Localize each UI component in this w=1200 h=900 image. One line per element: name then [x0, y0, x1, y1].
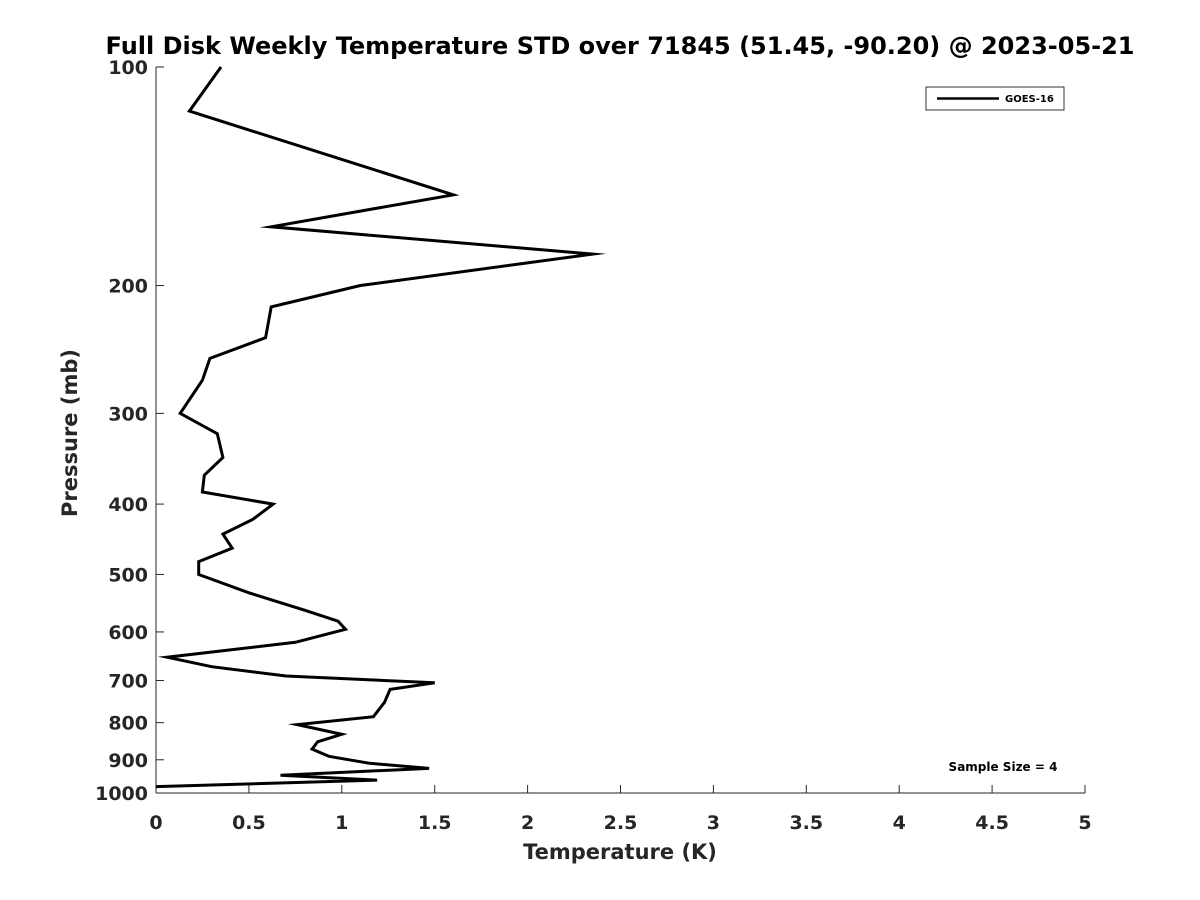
y-tick-label: 700 [108, 671, 148, 693]
x-tick-label: 2 [521, 812, 534, 834]
x-tick-label: 5 [1078, 812, 1091, 834]
legend-label: GOES-16 [1005, 94, 1054, 105]
x-tick-label: 1 [335, 812, 348, 834]
x-tick-label: 4.5 [975, 812, 1009, 834]
axes: 0 0.5 1 1.5 2 2.5 3 3.5 4 4.5 5 100 200 300 400 500 600 7… [95, 57, 1092, 834]
y-tick-label: 100 [108, 57, 148, 79]
y-tick-label: 900 [108, 750, 148, 772]
x-tick-label: 0.5 [232, 812, 266, 834]
legend: GOES-16 [925, 86, 1065, 111]
sample-size-annotation: Sample Size = 4 [949, 760, 1058, 774]
y-tick-label: 400 [108, 494, 148, 516]
y-tick-label: 1000 [95, 783, 148, 805]
y-tick-label: 500 [108, 564, 148, 586]
chart-title: Full Disk Weekly Temperature STD over 71… [106, 32, 1135, 60]
x-axis-label: Temperature (K) [523, 840, 717, 864]
x-tick-label: 2.5 [604, 812, 638, 834]
y-tick-label: 800 [108, 713, 148, 735]
y-axis-label: Pressure (mb) [58, 349, 82, 517]
y-tick-label: 200 [108, 276, 148, 298]
x-tick-label: 1.5 [418, 812, 452, 834]
x-tick-label: 4 [893, 812, 906, 834]
x-tick-label: 3 [707, 812, 720, 834]
series-layer [155, 66, 607, 789]
x-tick-label: 3.5 [789, 812, 823, 834]
x-tick-label: 0 [149, 812, 162, 834]
y-tick-label: 600 [108, 622, 148, 644]
y-tick-label: 300 [108, 403, 148, 425]
